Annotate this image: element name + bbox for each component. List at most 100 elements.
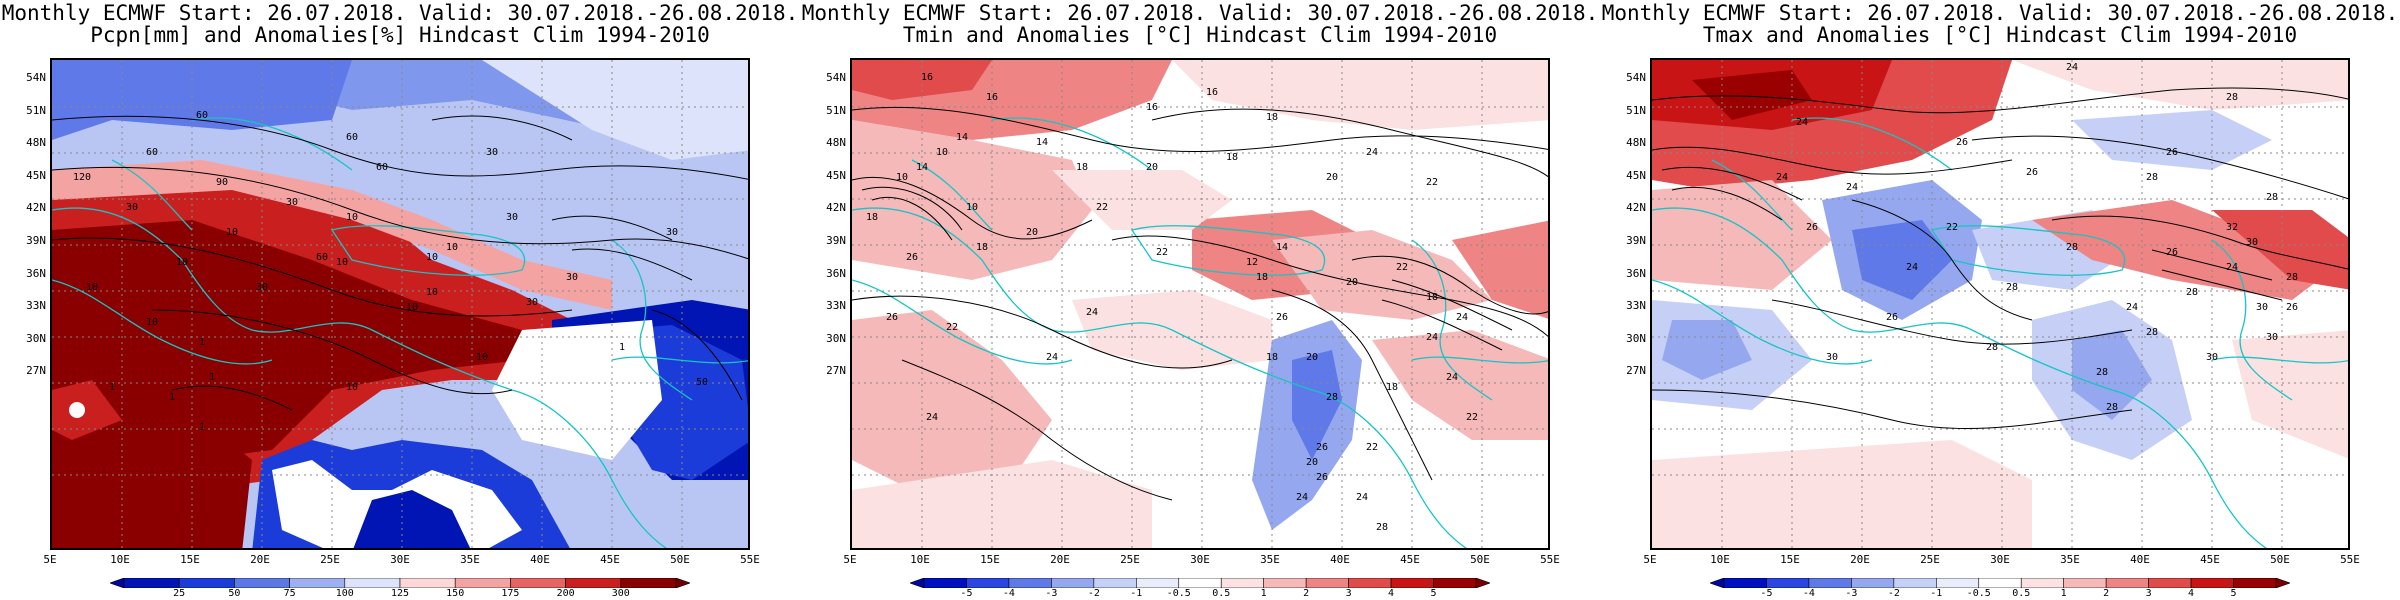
colorbar-tick-label: 1 xyxy=(2060,588,2067,599)
colorbar-tick-label: 300 xyxy=(611,588,630,599)
contour-label: 30 xyxy=(1826,352,1838,363)
contour-label: 14 xyxy=(1276,242,1288,253)
contour-label: 28 xyxy=(2146,327,2158,338)
latitude-tick-label: 39N xyxy=(26,234,46,247)
contour-label: 28 xyxy=(2146,172,2158,183)
contour-label: 10 xyxy=(896,172,908,183)
latitude-tick-label: 54N xyxy=(26,71,46,84)
contour-label: 24 xyxy=(1456,312,1468,323)
contour-label: 30 xyxy=(486,147,498,158)
contour-label: 10 xyxy=(936,147,948,158)
longitude-tick-label: 15E xyxy=(180,553,200,566)
contour-label: 1 xyxy=(209,372,215,383)
contour-label: 10 xyxy=(336,257,348,268)
colorbar-segment xyxy=(234,578,290,588)
colorbar-segment xyxy=(1808,578,1852,588)
contour-label: 90 xyxy=(216,177,228,188)
contour-label: 18 xyxy=(1386,382,1398,393)
colorbar-segment xyxy=(1766,578,1810,588)
colorbar-segment xyxy=(620,578,677,588)
contour-label: 22 xyxy=(946,322,958,333)
tmin-map[interactable]: 16 16 14 16 18 16 14 10 14 18 10 10 20 22 24 18 20 22 18 20… xyxy=(850,58,1550,550)
tmax-map[interactable]: 24 28 26 26 24 28 26 28 24 22 26 24 28 26 30 28 28 24 30 28… xyxy=(1650,58,2350,550)
panel-title-line2: Tmax and Anomalies [°C] Hindcast Clim 19… xyxy=(1702,23,2298,47)
colorbar-segment xyxy=(2148,578,2192,588)
longitude-tick-label: 5E xyxy=(843,553,857,566)
longitude-tick-label: 10E xyxy=(110,553,130,566)
contour-label: 26 xyxy=(1276,312,1288,323)
colorbar-tick-label: -1 xyxy=(1930,588,1943,599)
latitude-tick-label: 51N xyxy=(1626,103,1646,117)
contour-label: 24 xyxy=(1776,172,1788,183)
contour-label: 26 xyxy=(1806,222,1818,233)
longitude-tick-label: 40E xyxy=(2130,553,2150,566)
contour-label: 10 xyxy=(966,202,978,213)
longitude-tick-label: 35E xyxy=(1260,553,1280,566)
contour-label: 24 xyxy=(2226,262,2238,273)
longitude-tick-label: 55E xyxy=(740,553,760,566)
contour-label: 28 xyxy=(1326,392,1338,403)
panel-title-line1: Monthly ECMWF Start: 26.07.2018. Valid: … xyxy=(1,1,799,25)
precipitation-map[interactable]: 60 60 30 120 60 90 30 30 30 10 10 30 10 60 10 10 30 10 10 1… xyxy=(50,58,750,550)
colorbar-segment xyxy=(1433,578,1477,588)
colorbar-tick-label: 0.5 xyxy=(2012,588,2031,599)
contour-label: 30 xyxy=(566,272,578,283)
contour-label: 22 xyxy=(1156,247,1168,258)
colorbar-segment xyxy=(1851,578,1895,588)
contour-label: 28 xyxy=(1986,342,1998,353)
contour-label: 32 xyxy=(2226,222,2238,233)
colorbar-segment xyxy=(289,578,346,588)
latitude-tick-label: 42N xyxy=(1626,201,1646,215)
tmax-map-graphic: 24 28 26 26 24 28 26 28 24 22 26 24 28 26 30 28 28 24 30 28… xyxy=(1652,60,2348,548)
colorbar-min-arrow xyxy=(1710,578,1725,588)
colorbar-tick-label: 5 xyxy=(1430,588,1437,599)
contour-label: 18 xyxy=(1426,292,1438,303)
colorbar-segment xyxy=(1893,578,1937,588)
latitude-tick-label: 36N xyxy=(1626,266,1646,280)
contour-label: 10 xyxy=(146,317,158,328)
colorbar-tick-label: 2 xyxy=(1303,588,1310,599)
contour-label: 26 xyxy=(886,312,898,323)
colorbar-segment xyxy=(1305,578,1349,588)
contour-label: 24 xyxy=(1086,307,1098,318)
colorbar-segment xyxy=(2233,578,2277,588)
colorbar-tick-label: 175 xyxy=(501,588,520,599)
contour-label: 22 xyxy=(1946,222,1958,233)
colorbar-segment xyxy=(1390,578,1434,588)
colorbar-segment xyxy=(565,578,622,588)
panel-title-line1: Monthly ECMWF Start: 26.07.2018. Valid: … xyxy=(801,1,1599,25)
longitude-tick-label: 50E xyxy=(670,553,690,566)
panel-title-line2: Tmin and Anomalies [°C] Hindcast Clim 19… xyxy=(902,23,1498,47)
contour-label: 26 xyxy=(1316,442,1328,453)
longitude-tick-label: 10E xyxy=(1710,553,1730,566)
contour-label: 18 xyxy=(1226,152,1238,163)
latitude-tick-label: 27N xyxy=(1626,364,1646,378)
longitude-tick-label: 55E xyxy=(2340,553,2360,566)
colorbar-segment xyxy=(1178,578,1222,588)
tmin-colorbar xyxy=(910,578,1490,588)
longitude-tick-label: 25E xyxy=(320,553,340,566)
colorbar-segment xyxy=(2105,578,2149,588)
contour-label: 60 xyxy=(196,110,208,121)
latitude-tick-label: 48N xyxy=(26,136,46,150)
contour-label: 20 xyxy=(1346,277,1358,288)
colorbar-max-arrow xyxy=(2275,578,2290,588)
contour-label: 26 xyxy=(2026,167,2038,178)
contour-label: 24 xyxy=(1796,117,1808,128)
latitude-tick-label: 45N xyxy=(1626,168,1646,182)
contour-label: 26 xyxy=(1886,312,1898,323)
latitude-tick-label: 27N xyxy=(826,364,846,378)
contour-label: 28 xyxy=(2226,92,2238,103)
colorbar-tick-label: 100 xyxy=(335,588,354,599)
contour-label: 10 xyxy=(86,282,98,293)
colorbar-tick-label: 50 xyxy=(228,588,241,599)
longitude-tick-label: 45E xyxy=(1400,553,1420,566)
longitude-tick-label: 30E xyxy=(390,553,410,566)
contour-label: 18 xyxy=(1256,272,1268,283)
contour-label: 20 xyxy=(1306,457,1318,468)
longitude-tick-label: 35E xyxy=(2060,553,2080,566)
contour-label: 1 xyxy=(619,342,625,353)
contour-label: 60 xyxy=(146,147,158,158)
contour-label: 24 xyxy=(1446,372,1458,383)
colorbar-max-arrow xyxy=(675,578,690,588)
